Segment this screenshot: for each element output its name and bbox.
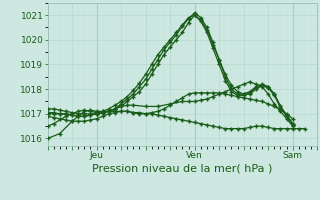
X-axis label: Pression niveau de la mer( hPa ): Pression niveau de la mer( hPa ) — [92, 163, 273, 173]
